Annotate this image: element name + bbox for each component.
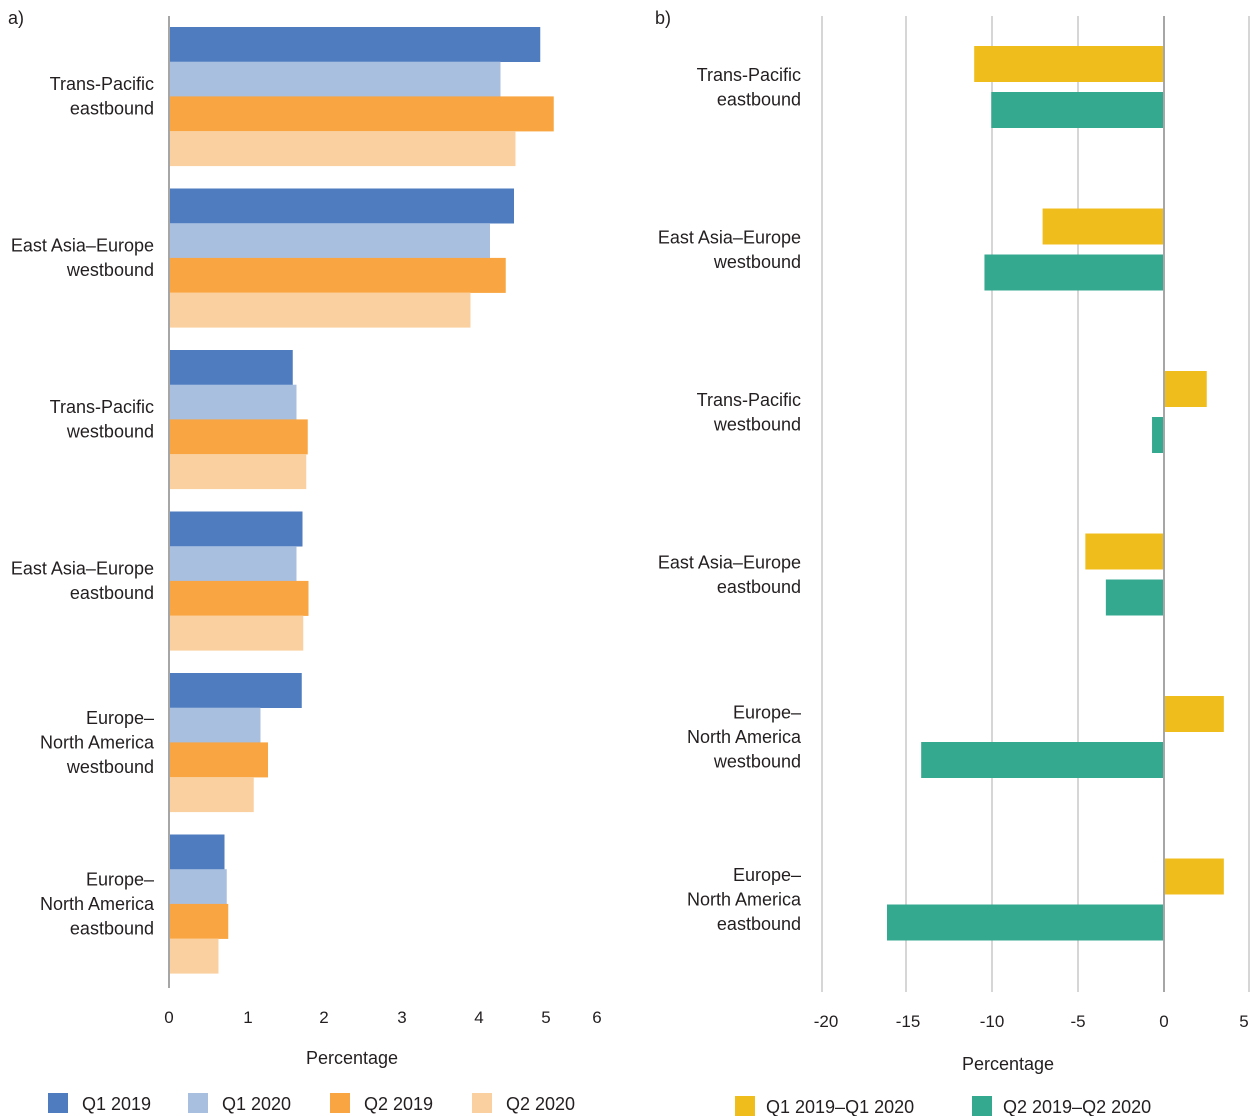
bar-a-1-2: [169, 257, 506, 293]
bar-a-4-1: [169, 707, 261, 743]
category-label-a: East Asia–Europe: [11, 236, 154, 256]
category-label-b: Europe–: [733, 703, 801, 723]
category-label-b: eastbound: [717, 89, 801, 109]
category-label-b: Europe–: [733, 865, 801, 885]
bar-b-2-0: [1164, 371, 1207, 407]
category-label-b: westbound: [713, 752, 801, 772]
tick-label-a: 2: [319, 1008, 328, 1027]
legend-label-b: Q1 2019–Q1 2020: [766, 1097, 914, 1116]
bar-a-5-2: [169, 903, 229, 939]
bar-a-2-2: [169, 419, 308, 455]
legend-label-a: Q1 2019: [82, 1094, 151, 1114]
legend-swatch-a: [472, 1093, 492, 1113]
x-axis-label-a: Percentage: [306, 1048, 398, 1068]
x-axis-label-b: Percentage: [962, 1054, 1054, 1074]
bar-a-1-0: [169, 188, 514, 224]
category-label-b: westbound: [713, 414, 801, 434]
panel-a-label: a): [8, 8, 24, 28]
bar-a-0-2: [169, 96, 554, 132]
bar-b-3-0: [1085, 533, 1164, 570]
bar-a-5-3: [169, 938, 219, 974]
bar-b-1-1: [984, 254, 1164, 291]
bar-b-5-0: [1164, 858, 1224, 895]
tick-label-b: -5: [1070, 1012, 1085, 1031]
bar-a-0-0: [169, 27, 541, 62]
bar-b-0-0: [974, 46, 1164, 82]
bar-b-5-1: [886, 904, 1164, 941]
bar-b-4-1: [921, 742, 1164, 778]
bar-a-1-1: [169, 223, 490, 259]
bar-b-0-1: [991, 92, 1164, 128]
legend-swatch-a: [188, 1093, 208, 1113]
legend-swatch-b: [735, 1096, 755, 1116]
category-label-a: East Asia–Europe: [11, 559, 154, 579]
tick-label-b: -20: [814, 1012, 839, 1031]
bar-a-5-1: [169, 869, 227, 905]
category-label-a: Europe–: [86, 869, 154, 889]
legend-swatch-b: [972, 1096, 992, 1116]
legend-label-a: Q2 2019: [364, 1094, 433, 1114]
bar-b-3-1: [1105, 579, 1164, 616]
tick-label-b: 0: [1159, 1012, 1168, 1031]
bar-b-1-0: [1042, 208, 1164, 245]
category-label-b: East Asia–Europe: [658, 552, 801, 572]
category-label-a: Trans-Pacific: [50, 74, 154, 94]
panel-b-label: b): [655, 8, 671, 28]
bar-b-4-0: [1164, 696, 1224, 732]
category-label-b: East Asia–Europe: [658, 227, 801, 247]
category-label-a: westbound: [66, 757, 154, 777]
legend-label-a: Q2 2020: [506, 1094, 575, 1114]
bar-b-2-1: [1152, 417, 1164, 453]
bar-a-4-0: [169, 673, 302, 708]
bar-a-0-3: [169, 131, 516, 167]
category-label-b: Trans-Pacific: [697, 390, 801, 410]
bar-a-3-0: [169, 511, 303, 547]
bar-a-3-3: [169, 615, 304, 651]
legend-label-a: Q1 2020: [222, 1094, 291, 1114]
tick-label-a: 3: [397, 1008, 406, 1027]
tick-label-a: 5: [541, 1008, 550, 1027]
category-label-a: eastbound: [70, 918, 154, 938]
tick-label-b: -15: [896, 1012, 921, 1031]
tick-label-a: 6: [592, 1008, 601, 1027]
bar-a-4-3: [169, 777, 254, 813]
category-label-a: Trans-Pacific: [50, 397, 154, 417]
legend-swatch-a: [48, 1093, 68, 1113]
tick-label-a: 4: [474, 1008, 483, 1027]
bar-a-3-2: [169, 580, 309, 616]
category-label-b: eastbound: [717, 577, 801, 597]
tick-label-b: 5: [1239, 1012, 1248, 1031]
category-label-a: Europe–: [86, 708, 154, 728]
category-label-b: North America: [687, 727, 802, 747]
category-label-a: westbound: [66, 422, 154, 442]
bar-a-1-3: [169, 292, 471, 328]
tick-label-a: 1: [243, 1008, 252, 1027]
tick-label-a: 0: [164, 1008, 173, 1027]
bar-a-2-1: [169, 384, 297, 420]
category-label-a: North America: [40, 894, 155, 914]
category-label-b: North America: [687, 890, 802, 910]
tick-label-b: -10: [980, 1012, 1005, 1031]
bar-a-2-0: [169, 350, 293, 385]
category-label-b: westbound: [713, 252, 801, 272]
category-label-a: westbound: [66, 260, 154, 280]
bar-a-4-2: [169, 742, 268, 778]
bar-a-0-1: [169, 61, 501, 97]
bar-a-5-0: [169, 834, 225, 870]
category-label-b: Trans-Pacific: [697, 65, 801, 85]
bar-a-3-1: [169, 546, 297, 582]
category-label-a: North America: [40, 732, 155, 752]
category-label-a: eastbound: [70, 99, 154, 119]
category-label-b: eastbound: [717, 914, 801, 934]
bar-a-2-3: [169, 454, 307, 490]
legend-swatch-a: [330, 1093, 350, 1113]
category-label-a: eastbound: [70, 583, 154, 603]
legend-label-b: Q2 2019–Q2 2020: [1003, 1097, 1151, 1116]
